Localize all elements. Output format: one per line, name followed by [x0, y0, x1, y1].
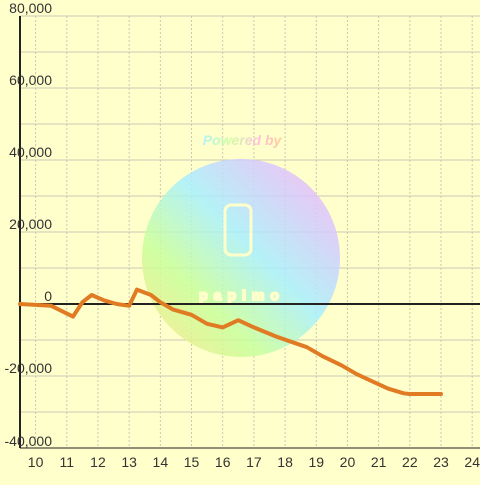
- x-tick-label: 17: [246, 454, 262, 470]
- series-lines: [18, 287, 443, 396]
- x-tick-label: 19: [308, 454, 324, 470]
- watermark-title: Powered by: [203, 132, 283, 148]
- series-line: [18, 287, 443, 396]
- y-tick-label: -20,000: [5, 360, 53, 376]
- watermark: Powered by papimo: [142, 132, 340, 357]
- watermark-phone-icon: [223, 203, 253, 257]
- y-tick-label: 0: [44, 288, 52, 304]
- x-tick-label: 23: [433, 454, 449, 470]
- x-tick-label: 16: [215, 454, 231, 470]
- x-tick-label: 11: [60, 454, 75, 470]
- x-tick-label: 15: [184, 454, 200, 470]
- y-tick-label: 40,000: [9, 144, 52, 160]
- y-tick-label: 80,000: [9, 0, 52, 16]
- y-tick-label: 60,000: [9, 72, 52, 88]
- watermark-brand: papimo: [199, 287, 285, 303]
- x-tick-label: 18: [277, 454, 293, 470]
- axes: [19, 16, 480, 449]
- x-tick-label: 13: [121, 454, 137, 470]
- x-tick-label: 22: [402, 454, 418, 470]
- x-tick-label: 24: [464, 454, 480, 470]
- watermark-circle: [142, 159, 340, 357]
- x-tick-label: 14: [153, 454, 169, 470]
- x-tick-label: 20: [340, 454, 356, 470]
- y-tick-label: -40,000: [5, 433, 53, 449]
- x-tick-label: 10: [28, 454, 44, 470]
- x-tick-label: 21: [371, 454, 387, 470]
- y-tick-label: 20,000: [9, 216, 52, 232]
- x-tick-label: 12: [90, 454, 106, 470]
- tick-labels: 80,000 60,000 40,000 20,000 0 -20,000 -40,000 1…: [5, 0, 480, 470]
